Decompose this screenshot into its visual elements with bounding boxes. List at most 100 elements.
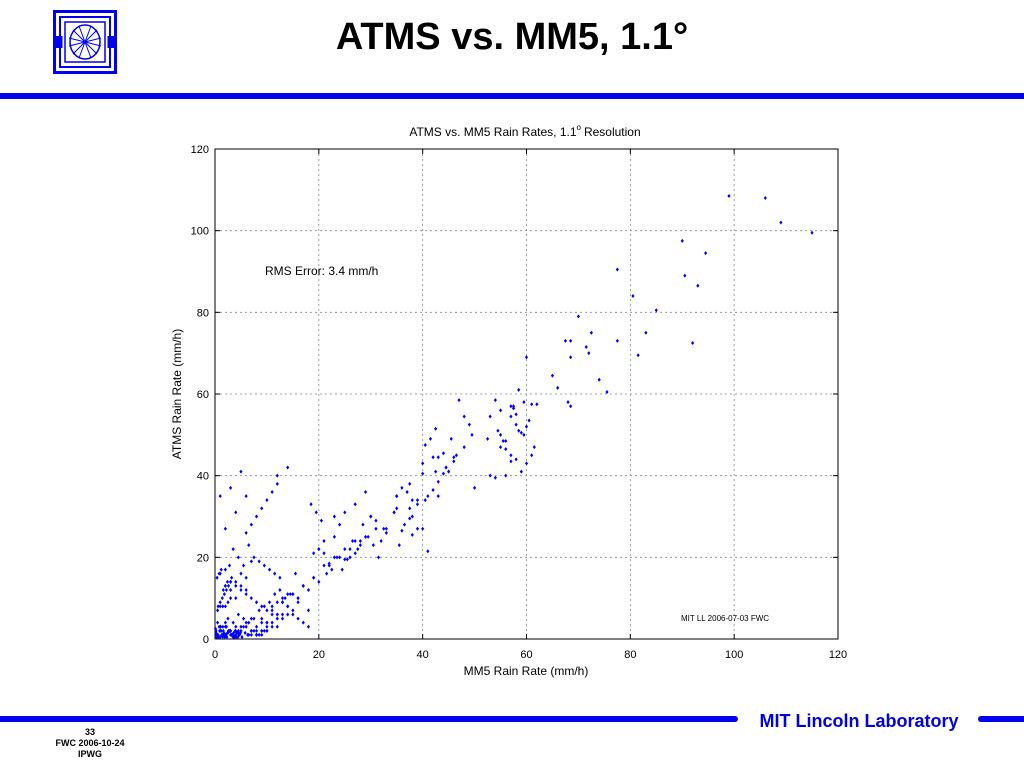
data-point [260,632,264,637]
data-point [363,534,368,539]
data-point [252,616,256,621]
data-point [221,624,225,629]
data-point [234,583,238,588]
data-point [524,424,529,429]
data-point [428,436,433,441]
data-point [454,453,459,458]
data-point [226,600,230,605]
data-point [498,432,503,437]
data-point [421,461,425,466]
data-point [234,596,238,601]
data-point [270,612,274,617]
data-point [810,230,814,235]
data-point [501,438,505,443]
data-point [345,557,349,562]
data-point [224,624,229,629]
scatter-points [213,193,814,639]
data-point [504,473,508,478]
data-point [353,502,357,507]
chart-credit: MIT LL 2006-07-03 FWC [681,614,769,623]
data-point [270,490,274,494]
data-point [332,534,337,539]
data-point [217,634,221,639]
data-point [238,630,243,635]
data-point [218,604,222,609]
data-point [301,620,305,625]
data-point [374,518,378,523]
data-point [569,355,573,360]
rms-error-annotation: RMS Error: 3.4 mm/h [265,264,378,278]
data-point [421,471,425,476]
chart-grid [215,149,838,639]
data-point [348,547,352,552]
data-point [330,567,334,572]
data-point [301,583,305,588]
data-point [231,620,235,625]
data-point [353,539,357,543]
data-point [260,628,264,633]
y-axis-label: ATMS Rain Rate (mm/h) [170,329,184,459]
data-point [244,624,248,629]
data-point [566,400,570,405]
data-point [408,516,412,521]
data-point [530,402,534,407]
data-point [363,490,368,494]
data-point [338,555,342,560]
data-point [452,459,456,464]
y-tick-label: 80 [197,307,209,319]
data-point [449,436,453,441]
data-point [227,628,231,633]
data-point [517,387,521,392]
data-point [379,539,383,543]
data-point [241,563,246,568]
data-point [369,514,373,519]
data-point [410,514,414,519]
data-point [514,422,518,427]
data-point [239,469,243,474]
data-point [247,620,251,625]
data-point [340,567,344,572]
footer-divider-left [0,716,738,722]
data-point [462,445,466,450]
data-point [262,628,266,633]
data-point [280,616,285,621]
data-point [563,338,568,343]
data-point [286,604,290,609]
data-point [522,432,526,437]
data-point [257,632,261,637]
x-tick-label: 120 [829,649,847,661]
data-point [467,422,471,427]
data-point [514,412,518,417]
data-point [423,443,427,448]
y-tick-label: 20 [197,552,209,564]
data-point [524,461,529,466]
data-point [236,555,240,560]
data-point [228,596,233,601]
data-point [485,436,490,441]
data-point [615,267,619,272]
data-point [275,616,279,621]
data-point [291,608,295,613]
data-point [374,526,378,531]
data-point [350,539,355,543]
data-point [441,471,446,476]
data-point [535,402,539,407]
data-point [230,575,234,580]
scatter-chart: ATMS vs. MM5 Rain Rates, 1.1o Resolution … [170,123,847,678]
data-point [240,634,244,639]
data-point [680,238,684,243]
data-point [226,583,231,588]
data-point [470,432,474,437]
data-point [569,404,573,409]
data-point [265,498,269,503]
data-point [223,567,227,572]
data-point [306,588,311,592]
data-point [522,400,526,405]
data-point [234,510,238,515]
data-point [332,514,337,519]
data-point [249,559,253,564]
data-point [371,543,375,548]
data-point [498,408,503,413]
data-point [322,551,326,556]
data-point [223,604,227,609]
